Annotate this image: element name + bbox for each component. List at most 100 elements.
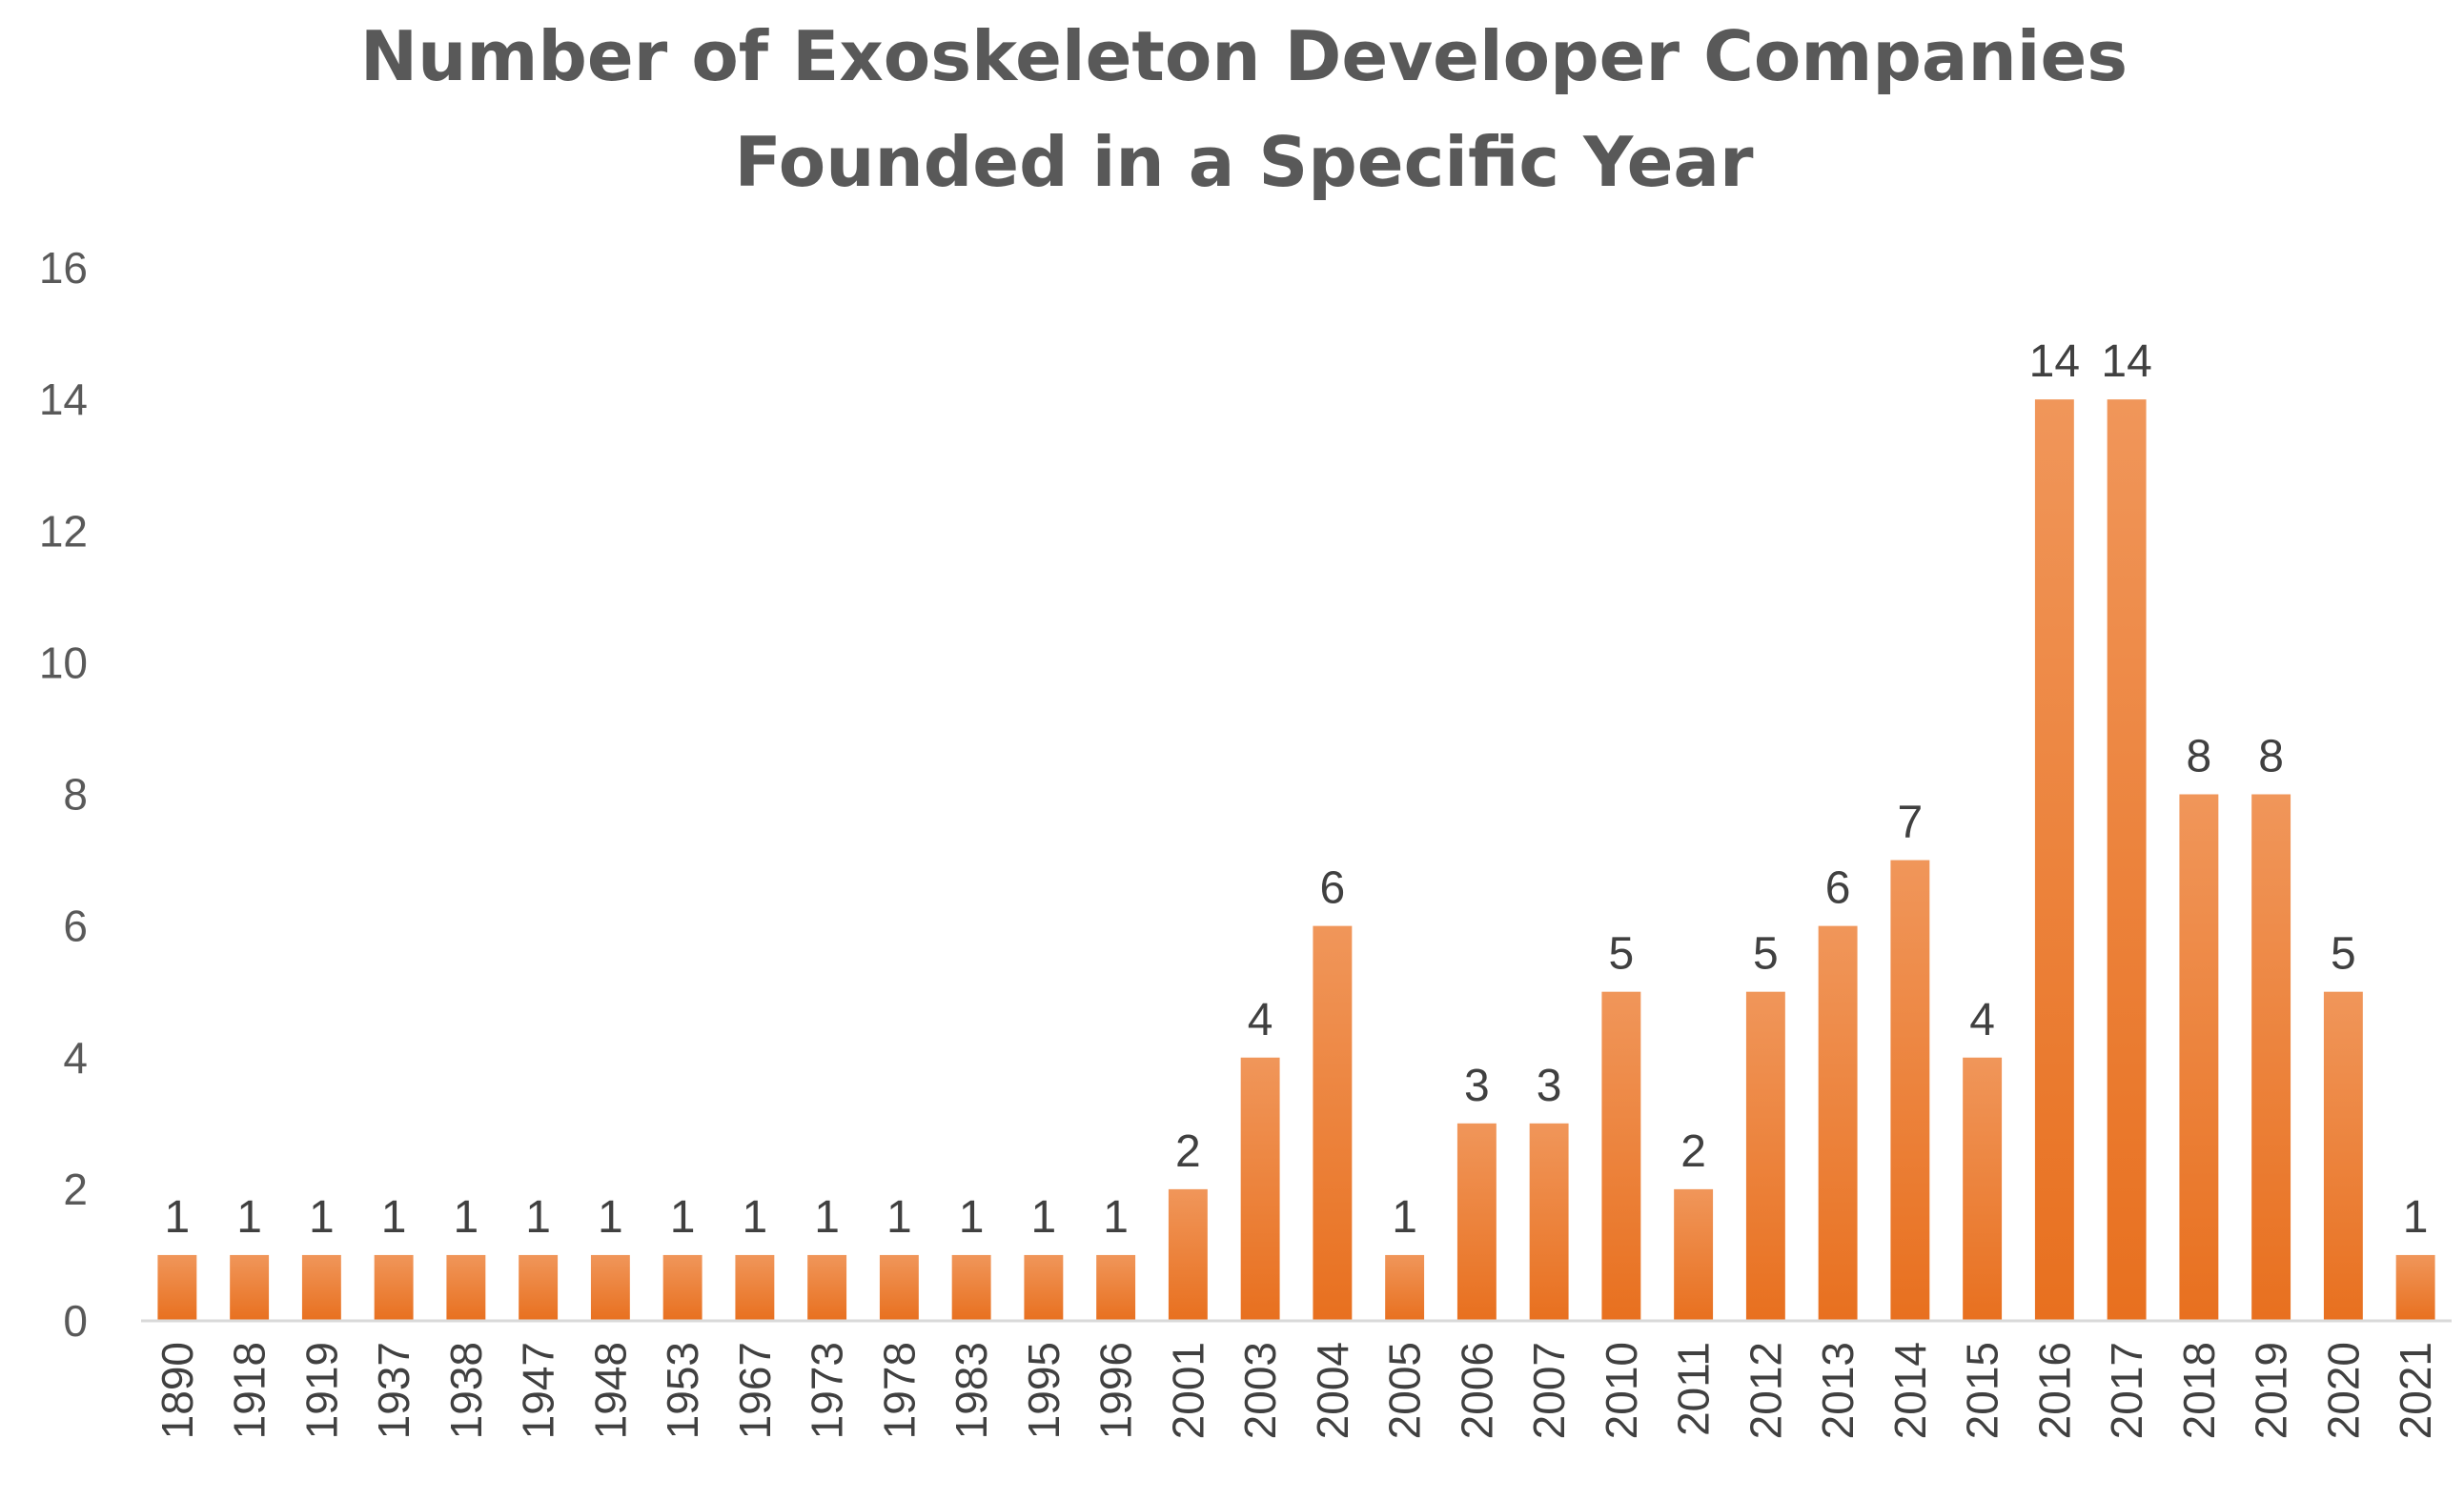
y-tick-label: 0 [63,1296,88,1346]
data-label-2021: 1 [2403,1192,2429,1243]
x-tick-label-2016: 2016 [2029,1342,2079,1439]
x-tick-label-2006: 2006 [1452,1342,1501,1439]
bar-2015 [1963,1057,2003,1321]
data-label-2012: 5 [1753,929,1779,980]
data-label-1937: 1 [381,1192,407,1243]
bar-1937 [374,1254,414,1321]
chart-title: Number of Exoskeleton Developer Companie… [360,16,2128,202]
data-label-2011: 2 [1680,1126,1706,1177]
data-label-1967: 1 [743,1192,768,1243]
x-tick-label-2005: 2005 [1380,1342,1430,1439]
bar-1953 [662,1254,703,1321]
bar-1996 [1096,1254,1136,1321]
data-label-2017: 14 [2101,336,2151,387]
x-tick-label-2011: 2011 [1669,1342,1719,1436]
x-tick-label-2013: 2013 [1813,1342,1863,1439]
bar-2011 [1674,1188,1714,1321]
bar-2006 [1456,1123,1497,1321]
bar-1918 [230,1254,270,1321]
y-tick-label: 10 [39,638,88,687]
bar-2005 [1385,1254,1425,1321]
x-tick-label-1995: 1995 [1019,1342,1069,1439]
bar-2018 [2179,794,2219,1321]
y-tick-label: 6 [63,902,88,951]
data-label-2005: 1 [1392,1192,1417,1243]
bar-1995 [1024,1254,1064,1321]
x-tick-label-1937: 1937 [369,1342,418,1439]
bar-1978 [879,1254,919,1321]
x-tick-label-2001: 2001 [1163,1342,1212,1439]
x-tick-label-1967: 1967 [730,1342,780,1439]
y-axis-ticks: 0 2 4 6 8 10 12 14 16 [39,243,88,1346]
data-label-2001: 2 [1175,1126,1201,1177]
bar-1890 [157,1254,197,1321]
bar-2001 [1168,1188,1208,1321]
data-label-2020: 5 [2331,929,2356,980]
data-label-1995: 1 [1031,1192,1057,1243]
bar-2020 [2323,991,2363,1321]
data-label-1938: 1 [454,1192,479,1243]
y-tick-label: 2 [63,1165,88,1214]
data-label-2003: 4 [1248,995,1273,1045]
y-tick-label: 16 [39,243,88,293]
data-label-2004: 6 [1320,863,1346,914]
x-tick-label-2007: 2007 [1524,1342,1574,1439]
y-tick-label: 12 [39,506,88,556]
bar-2019 [2251,794,2291,1321]
bar-series [157,399,2435,1321]
data-label-2006: 3 [1464,1061,1490,1111]
data-label-2013: 6 [1825,863,1851,914]
data-label-1996: 1 [1103,1192,1129,1243]
x-tick-label-2021: 2021 [2391,1342,2440,1439]
bar-1983 [951,1254,991,1321]
bar-2003 [1240,1057,1280,1321]
bar-1973 [807,1254,847,1321]
x-tick-label-2017: 2017 [2102,1342,2151,1439]
x-tick-label-2018: 2018 [2174,1342,2224,1439]
bar-1919 [301,1254,341,1321]
data-label-1978: 1 [886,1192,912,1243]
bar-2013 [1818,925,1858,1321]
bar-2010 [1601,991,1641,1321]
x-tick-label-1953: 1953 [658,1342,707,1439]
bar-2016 [2034,399,2074,1321]
data-label-1947: 1 [525,1192,551,1243]
bar-1938 [446,1254,486,1321]
x-tick-label-2020: 2020 [2318,1342,2368,1439]
x-axis-labels: 1890 1918 1919 1937 1938 1947 1948 1953 1967 1973… [153,1342,2440,1439]
x-tick-label-1996: 1996 [1091,1342,1141,1439]
bar-1967 [735,1254,775,1321]
bar-2012 [1745,991,1785,1321]
x-tick-label-1983: 1983 [947,1342,996,1439]
x-tick-label-1918: 1918 [225,1342,275,1439]
data-label-1919: 1 [309,1192,335,1243]
x-tick-label-2015: 2015 [1958,1342,2007,1439]
x-tick-label-2010: 2010 [1597,1342,1646,1439]
data-label-1973: 1 [814,1192,840,1243]
x-tick-label-2004: 2004 [1308,1342,1357,1439]
y-tick-label: 14 [39,375,88,424]
data-label-1953: 1 [670,1192,696,1243]
x-tick-label-2012: 2012 [1741,1342,1790,1439]
data-label-2018: 8 [2187,732,2212,782]
data-label-2016: 14 [2029,336,2080,387]
bar-2004 [1313,925,1353,1321]
bar-2007 [1529,1123,1569,1321]
x-tick-label-1978: 1978 [874,1342,924,1439]
x-tick-label-1947: 1947 [514,1342,563,1439]
x-tick-label-1973: 1973 [803,1342,852,1439]
x-tick-label-1938: 1938 [441,1342,491,1439]
x-tick-label-1948: 1948 [585,1342,635,1439]
data-label-2019: 8 [2258,732,2284,782]
bar-2017 [2107,399,2147,1321]
data-label-1983: 1 [959,1192,985,1243]
bar-2021 [2395,1254,2435,1321]
data-label-2010: 5 [1609,929,1635,980]
chart-title-line-2: Founded in a Specific Year [734,122,1754,202]
x-tick-label-2014: 2014 [1885,1342,1935,1439]
x-tick-label-2003: 2003 [1235,1342,1285,1439]
y-tick-label: 4 [63,1033,88,1083]
x-tick-label-2019: 2019 [2247,1342,2296,1439]
